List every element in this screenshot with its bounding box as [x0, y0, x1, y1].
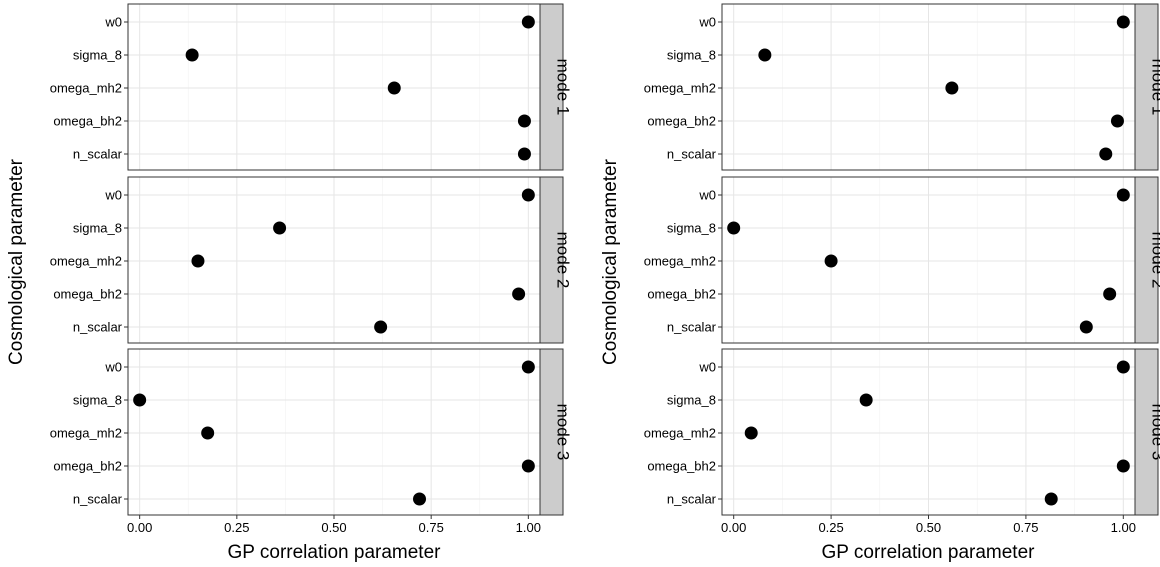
- data-point: [1044, 492, 1058, 506]
- y-tick-label: omega_bh2: [647, 459, 716, 474]
- facet-strip: [1134, 348, 1159, 516]
- data-point: [517, 147, 531, 161]
- data-point: [521, 360, 535, 374]
- facet-strip-label: mode 2: [554, 232, 573, 289]
- y-tick-label: omega_bh2: [53, 114, 122, 129]
- facet-strip: [1134, 176, 1159, 344]
- data-point: [191, 254, 205, 268]
- data-point: [201, 426, 215, 440]
- data-point: [859, 393, 873, 407]
- y-tick-label: omega_mh2: [644, 426, 716, 441]
- data-point: [521, 188, 535, 202]
- y-tick-label: n_scalar: [73, 320, 123, 335]
- x-axis-title: GP correlation parameter: [228, 542, 442, 563]
- y-tick-label: n_scalar: [73, 147, 123, 162]
- y-tick-label: omega_mh2: [50, 254, 122, 269]
- facet-panel-3: w0 sigma_8 omega_mh2 omega_bh2 n_scalar mode …: [50, 348, 573, 516]
- x-tick-label: 0.00: [127, 520, 152, 535]
- facet-strip-label: mode 3: [554, 404, 573, 461]
- data-point: [1079, 320, 1093, 334]
- x-tick-label: 0.75: [1013, 520, 1038, 535]
- x-tick-label: 0.50: [321, 520, 346, 535]
- data-point: [945, 81, 959, 95]
- facet-strip-label: mode 1: [1149, 59, 1160, 116]
- facet-strip-label: mode 1: [554, 59, 573, 116]
- facet-panel-1: w0 sigma_8 omega_mh2 omega_bh2 n_scalar mode …: [50, 3, 573, 171]
- data-point: [1116, 360, 1130, 374]
- data-point: [1116, 15, 1130, 29]
- y-tick-label: n_scalar: [667, 147, 717, 162]
- x-tick-label: 1.00: [516, 520, 541, 535]
- data-point: [413, 492, 427, 506]
- data-point: [1103, 287, 1117, 301]
- data-point: [521, 459, 535, 473]
- y-tick-label: sigma_8: [73, 221, 122, 236]
- y-tick-label: sigma_8: [667, 393, 716, 408]
- y-tick-label: w0: [698, 15, 716, 30]
- facet-panel-2: w0 sigma_8 omega_mh2 omega_bh2 n_scalar mode …: [644, 176, 1160, 344]
- x-tick-label: 1.00: [1111, 520, 1136, 535]
- data-point: [727, 221, 741, 235]
- data-point: [824, 254, 838, 268]
- y-tick-label: omega_bh2: [647, 287, 716, 302]
- facet-strip-label: mode 3: [1149, 404, 1160, 461]
- facet-strip: [1134, 3, 1159, 171]
- y-tick-label: w0: [698, 360, 716, 375]
- y-tick-label: w0: [104, 15, 122, 30]
- data-point: [744, 426, 758, 440]
- data-point: [1110, 114, 1124, 128]
- y-tick-label: sigma_8: [73, 48, 122, 63]
- y-tick-label: w0: [104, 360, 122, 375]
- data-point: [387, 81, 401, 95]
- y-tick-label: n_scalar: [667, 492, 717, 507]
- y-tick-label: omega_bh2: [53, 459, 122, 474]
- facet-panel-3: w0 sigma_8 omega_mh2 omega_bh2 n_scalar mode …: [644, 348, 1160, 516]
- data-point: [1099, 147, 1113, 161]
- data-point: [374, 320, 388, 334]
- facet-strip: [539, 3, 564, 171]
- x-axis-title: GP correlation parameter: [822, 542, 1036, 563]
- y-tick-label: omega_mh2: [644, 254, 716, 269]
- x-tick-label: 0.50: [916, 520, 941, 535]
- data-point: [512, 287, 526, 301]
- y-tick-label: sigma_8: [73, 393, 122, 408]
- x-tick-label: 0.25: [818, 520, 843, 535]
- facet-strip: [539, 348, 564, 516]
- data-point: [521, 15, 535, 29]
- data-point: [185, 48, 199, 62]
- y-tick-label: n_scalar: [73, 492, 123, 507]
- facet-strip-label: mode 2: [1149, 232, 1160, 289]
- data-point: [1116, 459, 1130, 473]
- facet-strip: [539, 176, 564, 344]
- y-tick-label: sigma_8: [667, 48, 716, 63]
- y-tick-label: w0: [698, 188, 716, 203]
- facet-panel-1: w0 sigma_8 omega_mh2 omega_bh2 n_scalar mode …: [644, 3, 1160, 171]
- y-tick-label: w0: [104, 188, 122, 203]
- data-point: [758, 48, 772, 62]
- chart-1: w0sigma_8omega_mh2omega_bh2n_scalarmode …: [6, 3, 573, 563]
- x-tick-label: 0.25: [224, 520, 249, 535]
- data-point: [273, 221, 287, 235]
- x-tick-label: 0.75: [419, 520, 444, 535]
- y-axis-title: Cosmological parameter: [6, 158, 27, 365]
- facet-panel-2: w0 sigma_8 omega_mh2 omega_bh2 n_scalar mode …: [50, 176, 573, 344]
- y-tick-label: n_scalar: [667, 320, 717, 335]
- y-axis-title: Cosmological parameter: [600, 158, 621, 365]
- y-tick-label: omega_bh2: [647, 114, 716, 129]
- data-point: [133, 393, 147, 407]
- y-tick-label: sigma_8: [667, 221, 716, 236]
- y-tick-label: omega_mh2: [644, 81, 716, 96]
- y-tick-label: omega_bh2: [53, 287, 122, 302]
- chart-2: w0sigma_8omega_mh2omega_bh2n_scalarmode …: [600, 3, 1160, 563]
- data-point: [1116, 188, 1130, 202]
- data-point: [517, 114, 531, 128]
- x-tick-label: 0.00: [721, 520, 746, 535]
- y-tick-label: omega_mh2: [50, 81, 122, 96]
- y-tick-label: omega_mh2: [50, 426, 122, 441]
